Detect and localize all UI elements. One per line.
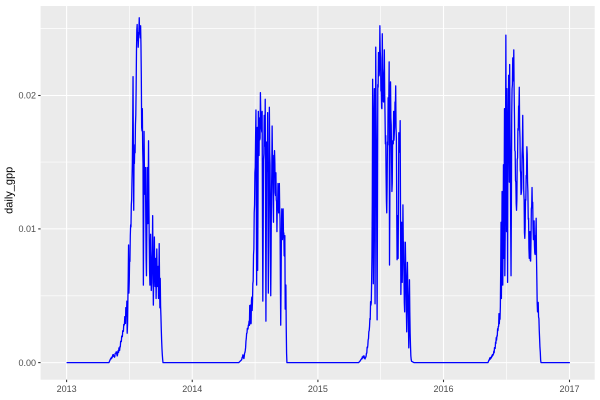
svg-text:daily_gpp: daily_gpp bbox=[4, 167, 16, 214]
svg-text:2014: 2014 bbox=[182, 384, 202, 394]
svg-text:2015: 2015 bbox=[308, 384, 328, 394]
svg-text:0.00: 0.00 bbox=[18, 358, 36, 368]
svg-text:0.01: 0.01 bbox=[18, 224, 36, 234]
svg-text:2013: 2013 bbox=[57, 384, 77, 394]
svg-text:2017: 2017 bbox=[559, 384, 579, 394]
svg-text:2016: 2016 bbox=[433, 384, 453, 394]
svg-text:0.02: 0.02 bbox=[18, 91, 36, 101]
